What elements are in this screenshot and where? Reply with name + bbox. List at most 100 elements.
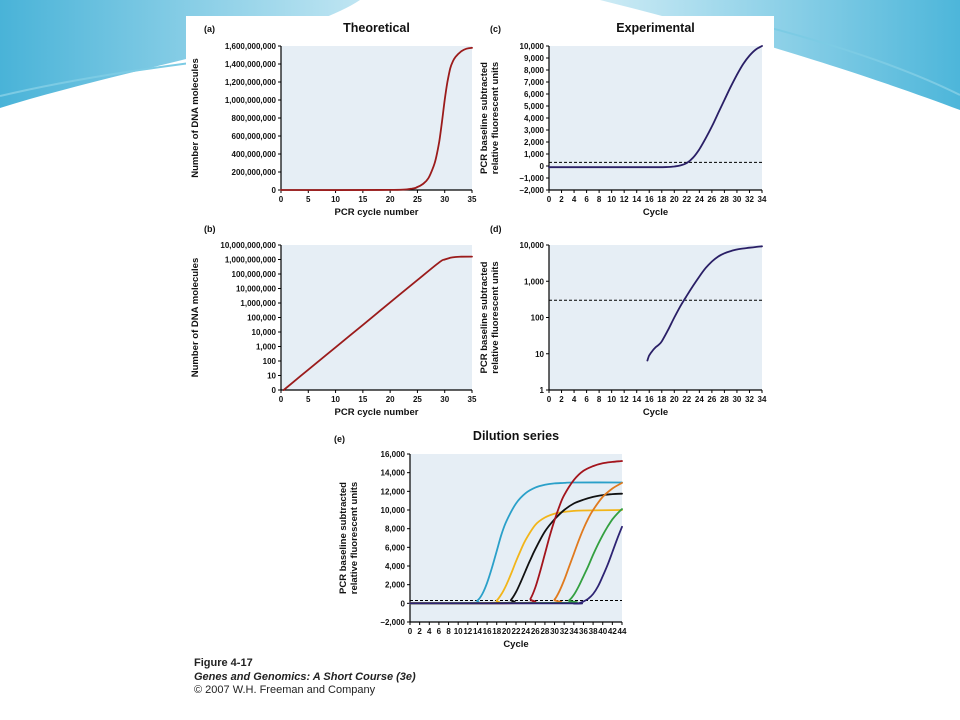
x-tick-label-e: 42 xyxy=(608,627,617,636)
y-tick-label-a: 0 xyxy=(272,186,277,195)
x-tick-label-d: 26 xyxy=(707,395,716,404)
y-tick-label-d: 10 xyxy=(535,350,544,359)
panel-label-c: (c) xyxy=(490,24,501,34)
y-tick-label-a: 800,000,000 xyxy=(232,114,277,123)
panel-a: 0 200,000,000 400,000,000 600,000,000 800,00… xyxy=(190,21,477,218)
panel-e: −2,00002,0004,0006,0008,00010,00012,0001… xyxy=(334,429,627,650)
series-line-b-0 xyxy=(282,255,473,391)
y-tick-label-c: 1,000 xyxy=(524,150,545,159)
series-line-d-0 xyxy=(646,245,763,362)
slide-band-right xyxy=(600,0,960,110)
y-tick-label-d: 1 xyxy=(540,386,545,395)
y-tick-label-e: 0 xyxy=(401,599,406,608)
y-tick-label-d: 100 xyxy=(531,314,545,323)
y-tick-label-c: 9,000 xyxy=(524,54,545,63)
y-tick-label-c: −1,000 xyxy=(519,174,544,183)
y-tick-label-b: 10,000,000,000 xyxy=(220,241,276,250)
y-tick-label-e: −2,000 xyxy=(380,618,405,627)
x-tick-label-d: 8 xyxy=(597,395,602,404)
y-tick-label-e: 6,000 xyxy=(385,543,406,552)
x-tick-label-c: 18 xyxy=(657,195,666,204)
x-tick-label-d: 10 xyxy=(607,395,616,404)
y-tick-label-a: 1,200,000,000 xyxy=(225,78,277,87)
x-axis-label-c: Cycle xyxy=(643,207,668,218)
y-tick-label-a: 400,000,000 xyxy=(232,150,277,159)
panel-c: −2,000 −1,000 0 1,000 2,000 3,000 4,000 5,000 6,… xyxy=(479,21,767,218)
x-tick-label-c: 2 xyxy=(559,195,564,204)
chart-title-c: Experimental xyxy=(616,21,695,35)
x-tick-label-e: 12 xyxy=(463,627,472,636)
x-tick-label-c: 6 xyxy=(584,195,589,204)
x-tick-label-a: 20 xyxy=(386,195,395,204)
y-tick-label-c: 10,000 xyxy=(520,42,545,51)
x-tick-label-e: 0 xyxy=(408,627,413,636)
series-line-c-0 xyxy=(548,45,763,169)
y-tick-label-b: 1,000,000,000 xyxy=(225,256,277,265)
y-tick-label-e: 12,000 xyxy=(381,487,406,496)
x-tick-label-a: 0 xyxy=(279,195,284,204)
x-tick-label-d: 6 xyxy=(584,395,589,404)
y-tick-label-b: 10,000 xyxy=(252,328,277,337)
x-tick-label-b: 15 xyxy=(358,395,367,404)
y-axis-label-b: Number of DNA molecules xyxy=(190,258,201,377)
x-tick-label-c: 34 xyxy=(758,195,767,204)
y-tick-label-c: 0 xyxy=(540,162,545,171)
x-tick-label-e: 18 xyxy=(492,627,501,636)
x-tick-label-e: 6 xyxy=(437,627,442,636)
y-tick-label-b: 100,000,000 xyxy=(232,270,277,279)
series-line-e-2 xyxy=(409,492,623,605)
panel-label-e: (e) xyxy=(334,434,345,444)
y-axis-label-c: relative fluorescent units xyxy=(490,62,501,174)
x-tick-label-e: 40 xyxy=(598,627,607,636)
plot-area-c xyxy=(549,46,762,190)
x-tick-label-e: 2 xyxy=(417,627,422,636)
figure-caption: Figure 4-17 Genes and Genomics: A Short … xyxy=(194,657,416,698)
y-tick-label-e: 4,000 xyxy=(385,562,406,571)
y-tick-label-a: 1,400,000,000 xyxy=(225,60,277,69)
x-tick-label-a: 10 xyxy=(331,195,340,204)
x-tick-label-a: 5 xyxy=(306,195,311,204)
x-tick-label-e: 22 xyxy=(512,627,521,636)
y-tick-label-b: 1,000,000 xyxy=(240,299,276,308)
x-tick-label-d: 22 xyxy=(682,395,691,404)
y-tick-label-c: 4,000 xyxy=(524,114,545,123)
y-axis-label-e: relative fluorescent units xyxy=(349,482,360,594)
chart-title-e: Dilution series xyxy=(473,429,559,443)
series-line-e-5 xyxy=(409,508,623,605)
x-tick-label-e: 38 xyxy=(589,627,598,636)
chart-title-a: Theoretical xyxy=(343,21,410,35)
x-tick-label-d: 32 xyxy=(745,395,754,404)
x-tick-label-c: 10 xyxy=(607,195,616,204)
x-tick-label-c: 0 xyxy=(547,195,552,204)
x-tick-label-e: 24 xyxy=(521,627,530,636)
caption-figure-number: Figure 4-17 xyxy=(194,657,253,669)
x-tick-label-c: 14 xyxy=(632,195,641,204)
x-tick-label-a: 30 xyxy=(440,195,449,204)
x-tick-label-d: 30 xyxy=(732,395,741,404)
y-axis-label-d: PCR baseline subtracted xyxy=(479,261,490,373)
y-tick-label-c: 7,000 xyxy=(524,78,545,87)
x-tick-label-d: 0 xyxy=(547,395,552,404)
x-tick-label-c: 32 xyxy=(745,195,754,204)
x-tick-label-e: 10 xyxy=(454,627,463,636)
y-tick-label-a: 1,600,000,000 xyxy=(225,42,277,51)
x-tick-label-e: 28 xyxy=(540,627,549,636)
y-tick-label-a: 200,000,000 xyxy=(232,168,277,177)
x-tick-label-d: 2 xyxy=(559,395,564,404)
y-tick-label-c: 5,000 xyxy=(524,102,545,111)
x-tick-label-c: 30 xyxy=(732,195,741,204)
x-tick-label-b: 0 xyxy=(279,395,284,404)
x-tick-label-c: 22 xyxy=(682,195,691,204)
panel-label-d: (d) xyxy=(490,224,502,234)
y-axis-label-c: PCR baseline subtracted xyxy=(479,62,490,174)
x-axis-label-d: Cycle xyxy=(643,407,668,418)
y-tick-label-c: 2,000 xyxy=(524,138,545,147)
y-tick-label-c: 3,000 xyxy=(524,126,545,135)
series-line-e-0 xyxy=(409,481,623,605)
series-line-e-3 xyxy=(409,460,623,605)
x-axis-label-b: PCR cycle number xyxy=(335,407,419,418)
series-line-e-4 xyxy=(409,482,623,605)
x-tick-label-a: 35 xyxy=(468,195,477,204)
x-tick-label-d: 4 xyxy=(572,395,577,404)
